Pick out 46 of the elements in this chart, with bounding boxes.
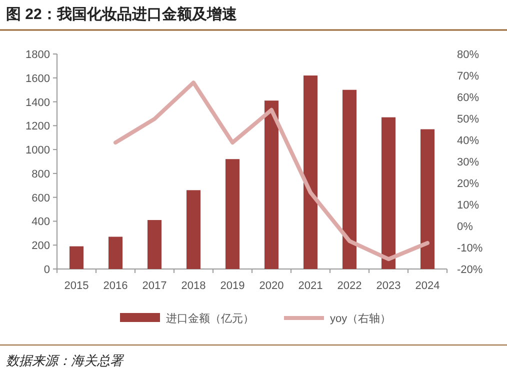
bar [186, 190, 200, 269]
bar [304, 76, 318, 269]
y2-tick-label: 0% [457, 221, 474, 233]
bar [264, 100, 278, 269]
x-tick-label: 2017 [142, 280, 167, 292]
x-tick-label: 2023 [376, 280, 401, 292]
x-tick-label: 2016 [103, 280, 128, 292]
y-tick-label: 1600 [26, 72, 50, 85]
y-tick-label: 1400 [26, 96, 50, 109]
x-tick-label: 2021 [298, 280, 323, 292]
chart-title: 图 22：我国化妆品进口金额及增速 [6, 5, 238, 23]
y2-tick-label: 40% [457, 135, 480, 147]
y-tick-label: 800 [32, 168, 50, 180]
y-tick-label: 0 [44, 264, 50, 276]
bar [70, 246, 84, 269]
y2-tick-label: -20% [457, 264, 483, 276]
bar [148, 220, 162, 269]
y-tick-label: 1000 [26, 144, 50, 157]
x-tick-label: 2020 [259, 280, 284, 292]
y2-tick-label: 30% [457, 156, 480, 168]
x-tick-label: 2024 [415, 280, 440, 292]
y-tick-label: 1200 [26, 120, 50, 133]
y2-tick-label: 20% [457, 178, 480, 190]
legend-label: 进口金额（亿元） [166, 312, 254, 325]
y2-tick-label: 60% [457, 92, 480, 104]
legend-label: yoy（右轴） [330, 312, 392, 325]
y-tick-label: 200 [32, 240, 50, 252]
x-tick-label: 2022 [337, 280, 362, 292]
bar [342, 90, 356, 269]
y-tick-label: 400 [32, 216, 50, 228]
x-tick-label: 2018 [181, 280, 206, 292]
bar [382, 117, 396, 269]
bar [420, 129, 434, 269]
y2-tick-label: 70% [457, 70, 480, 82]
y2-tick-label: -10% [457, 242, 483, 254]
x-tick-label: 2015 [64, 280, 89, 292]
y2-tick-label: 80% [457, 49, 480, 61]
bar [226, 159, 240, 269]
bar [108, 236, 122, 269]
line-series [114, 80, 430, 262]
x-tick-label: 2019 [220, 280, 245, 292]
y2-tick-label: 50% [457, 114, 480, 126]
y2-tick-label: 10% [457, 200, 480, 212]
source-note: 数据来源：海关总署 [6, 353, 125, 368]
y-tick-label: 600 [32, 192, 50, 204]
y-tick-label: 1800 [26, 49, 50, 61]
